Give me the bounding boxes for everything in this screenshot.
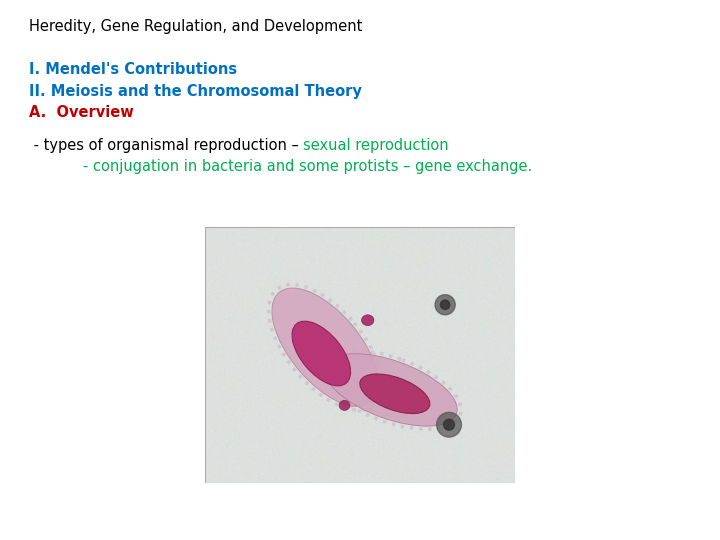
Text: Heredity, Gene Regulation, and Development: Heredity, Gene Regulation, and Developme…: [29, 19, 362, 34]
Text: A.  Overview: A. Overview: [29, 105, 133, 120]
Ellipse shape: [339, 400, 350, 410]
Text: I. Mendel's Contributions: I. Mendel's Contributions: [29, 62, 237, 77]
Text: II. Meiosis and the Chromosomal Theory: II. Meiosis and the Chromosomal Theory: [29, 84, 361, 99]
Circle shape: [436, 413, 462, 437]
Ellipse shape: [360, 374, 430, 414]
Ellipse shape: [292, 321, 351, 386]
Ellipse shape: [325, 354, 457, 426]
Circle shape: [435, 295, 455, 315]
Text: sexual reproduction: sexual reproduction: [303, 138, 449, 153]
Text: - types of organismal reproduction –: - types of organismal reproduction –: [29, 138, 303, 153]
Text: - conjugation in bacteria and some protists – gene exchange.: - conjugation in bacteria and some proti…: [83, 159, 532, 174]
Ellipse shape: [272, 288, 379, 407]
Circle shape: [444, 419, 454, 430]
Circle shape: [441, 300, 450, 309]
Ellipse shape: [361, 315, 374, 326]
